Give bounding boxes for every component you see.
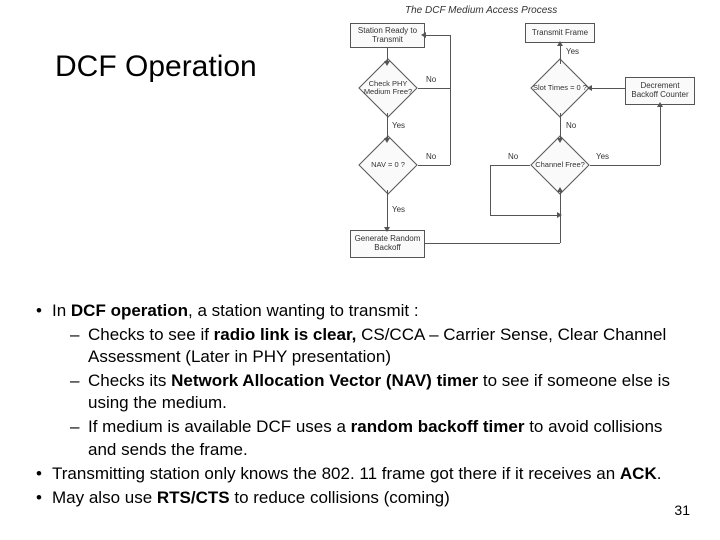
edge-label-no: No [508, 152, 518, 161]
node-gen-backoff: Generate Random Backoff [350, 230, 425, 258]
flowchart-title: The DCF Medium Access Process [405, 5, 557, 16]
bullet-item: In DCF operation, a station wanting to t… [30, 300, 690, 322]
edge-label-yes: Yes [392, 205, 405, 214]
slide-title: DCF Operation [55, 50, 257, 84]
edge-label-no: No [566, 121, 576, 130]
content-body: In DCF operation, a station wanting to t… [30, 300, 690, 511]
flowchart: The DCF Medium Access Process Station Re… [270, 5, 710, 280]
bullet-sub-item: If medium is available DCF uses a random… [30, 416, 690, 460]
node-dec-backoff: Decrement Backoff Counter [625, 77, 695, 105]
edge-label-yes: Yes [392, 121, 405, 130]
node-transmit-frame: Transmit Frame [525, 23, 595, 43]
edge-label-no: No [426, 152, 436, 161]
bullet-item: Transmitting station only knows the 802.… [30, 463, 690, 485]
bullet-item: May also use RTS/CTS to reduce collision… [30, 487, 690, 509]
edge-label-yes: Yes [566, 47, 579, 56]
page-number: 31 [674, 502, 690, 518]
node-channel-free: Channel Free? [530, 140, 590, 190]
node-check-phy: Check PHY Medium Free? [358, 63, 418, 113]
node-nav-zero: NAV = 0 ? [358, 140, 418, 190]
bullet-sub-item: Checks to see if radio link is clear, CS… [30, 324, 690, 368]
bullet-sub-item: Checks its Network Allocation Vector (NA… [30, 370, 690, 414]
edge-label-no: No [426, 75, 436, 84]
node-station-ready: Station Ready to Transmit [350, 23, 425, 48]
edge-label-yes: Yes [596, 152, 609, 161]
node-slot-zero: Slot Times = 0 ? [530, 63, 590, 113]
